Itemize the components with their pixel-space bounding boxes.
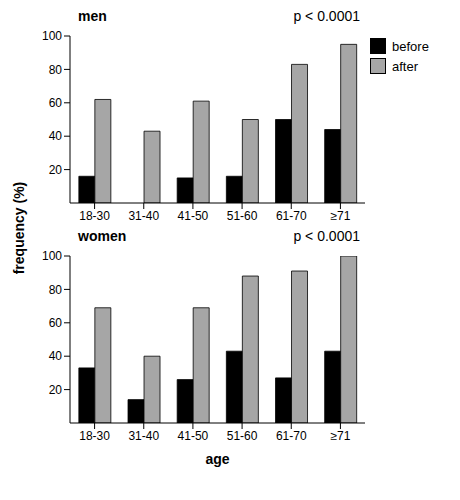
svg-text:60: 60 xyxy=(49,96,63,110)
svg-text:20: 20 xyxy=(49,383,63,397)
html-text:before: before xyxy=(392,38,429,54)
svg-text:40: 40 xyxy=(49,129,63,143)
svg-text:100: 100 xyxy=(42,249,62,263)
svg-text:20: 20 xyxy=(49,163,63,177)
svg-text:31-40: 31-40 xyxy=(128,209,159,223)
svg-text:60: 60 xyxy=(49,316,63,330)
svg-text:40: 40 xyxy=(49,349,63,363)
svg-text:51-60: 51-60 xyxy=(227,209,258,223)
svg-text:41-50: 41-50 xyxy=(178,429,209,443)
svg-text:≥71: ≥71 xyxy=(330,429,350,443)
html-text:frequency (%): frequency (%) xyxy=(11,181,27,275)
svg-text:18-30: 18-30 xyxy=(79,209,110,223)
html-text:p < 0.0001: p < 0.0001 xyxy=(293,8,360,24)
svg-text:18-30: 18-30 xyxy=(79,429,110,443)
svg-text:41-50: 41-50 xyxy=(178,209,209,223)
html-text:after: after xyxy=(392,58,418,74)
svg-text:61-70: 61-70 xyxy=(276,209,307,223)
svg-text:100: 100 xyxy=(42,29,62,43)
svg-text:≥71: ≥71 xyxy=(330,209,350,223)
html-text:men: men xyxy=(78,8,107,24)
svg-text:61-70: 61-70 xyxy=(276,429,307,443)
svg-text:80: 80 xyxy=(49,283,63,297)
html-text:p < 0.0001: p < 0.0001 xyxy=(293,228,360,244)
svg-text:80: 80 xyxy=(49,63,63,77)
html-text:women: women xyxy=(78,228,127,244)
html-text:age: age xyxy=(205,451,230,467)
svg-text:51-60: 51-60 xyxy=(227,429,258,443)
svg-text:31-40: 31-40 xyxy=(128,429,159,443)
